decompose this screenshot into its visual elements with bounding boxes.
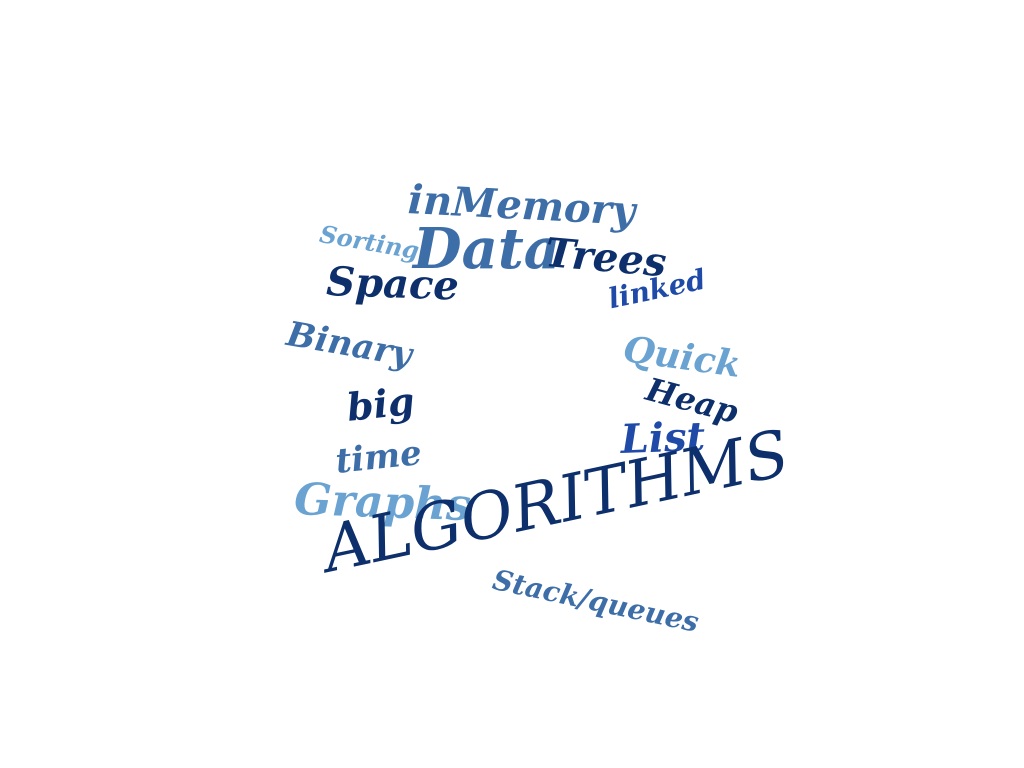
word-space: Space (325, 258, 460, 310)
word-stack-queues: Stack/queues (489, 563, 702, 639)
word-big: big (344, 377, 417, 430)
word-time: time (333, 433, 424, 482)
word-sorting: Sorting (317, 219, 422, 266)
word-data: Data (413, 216, 560, 282)
word-binary: Binary (283, 314, 415, 376)
word-quick: Quick (620, 328, 744, 387)
